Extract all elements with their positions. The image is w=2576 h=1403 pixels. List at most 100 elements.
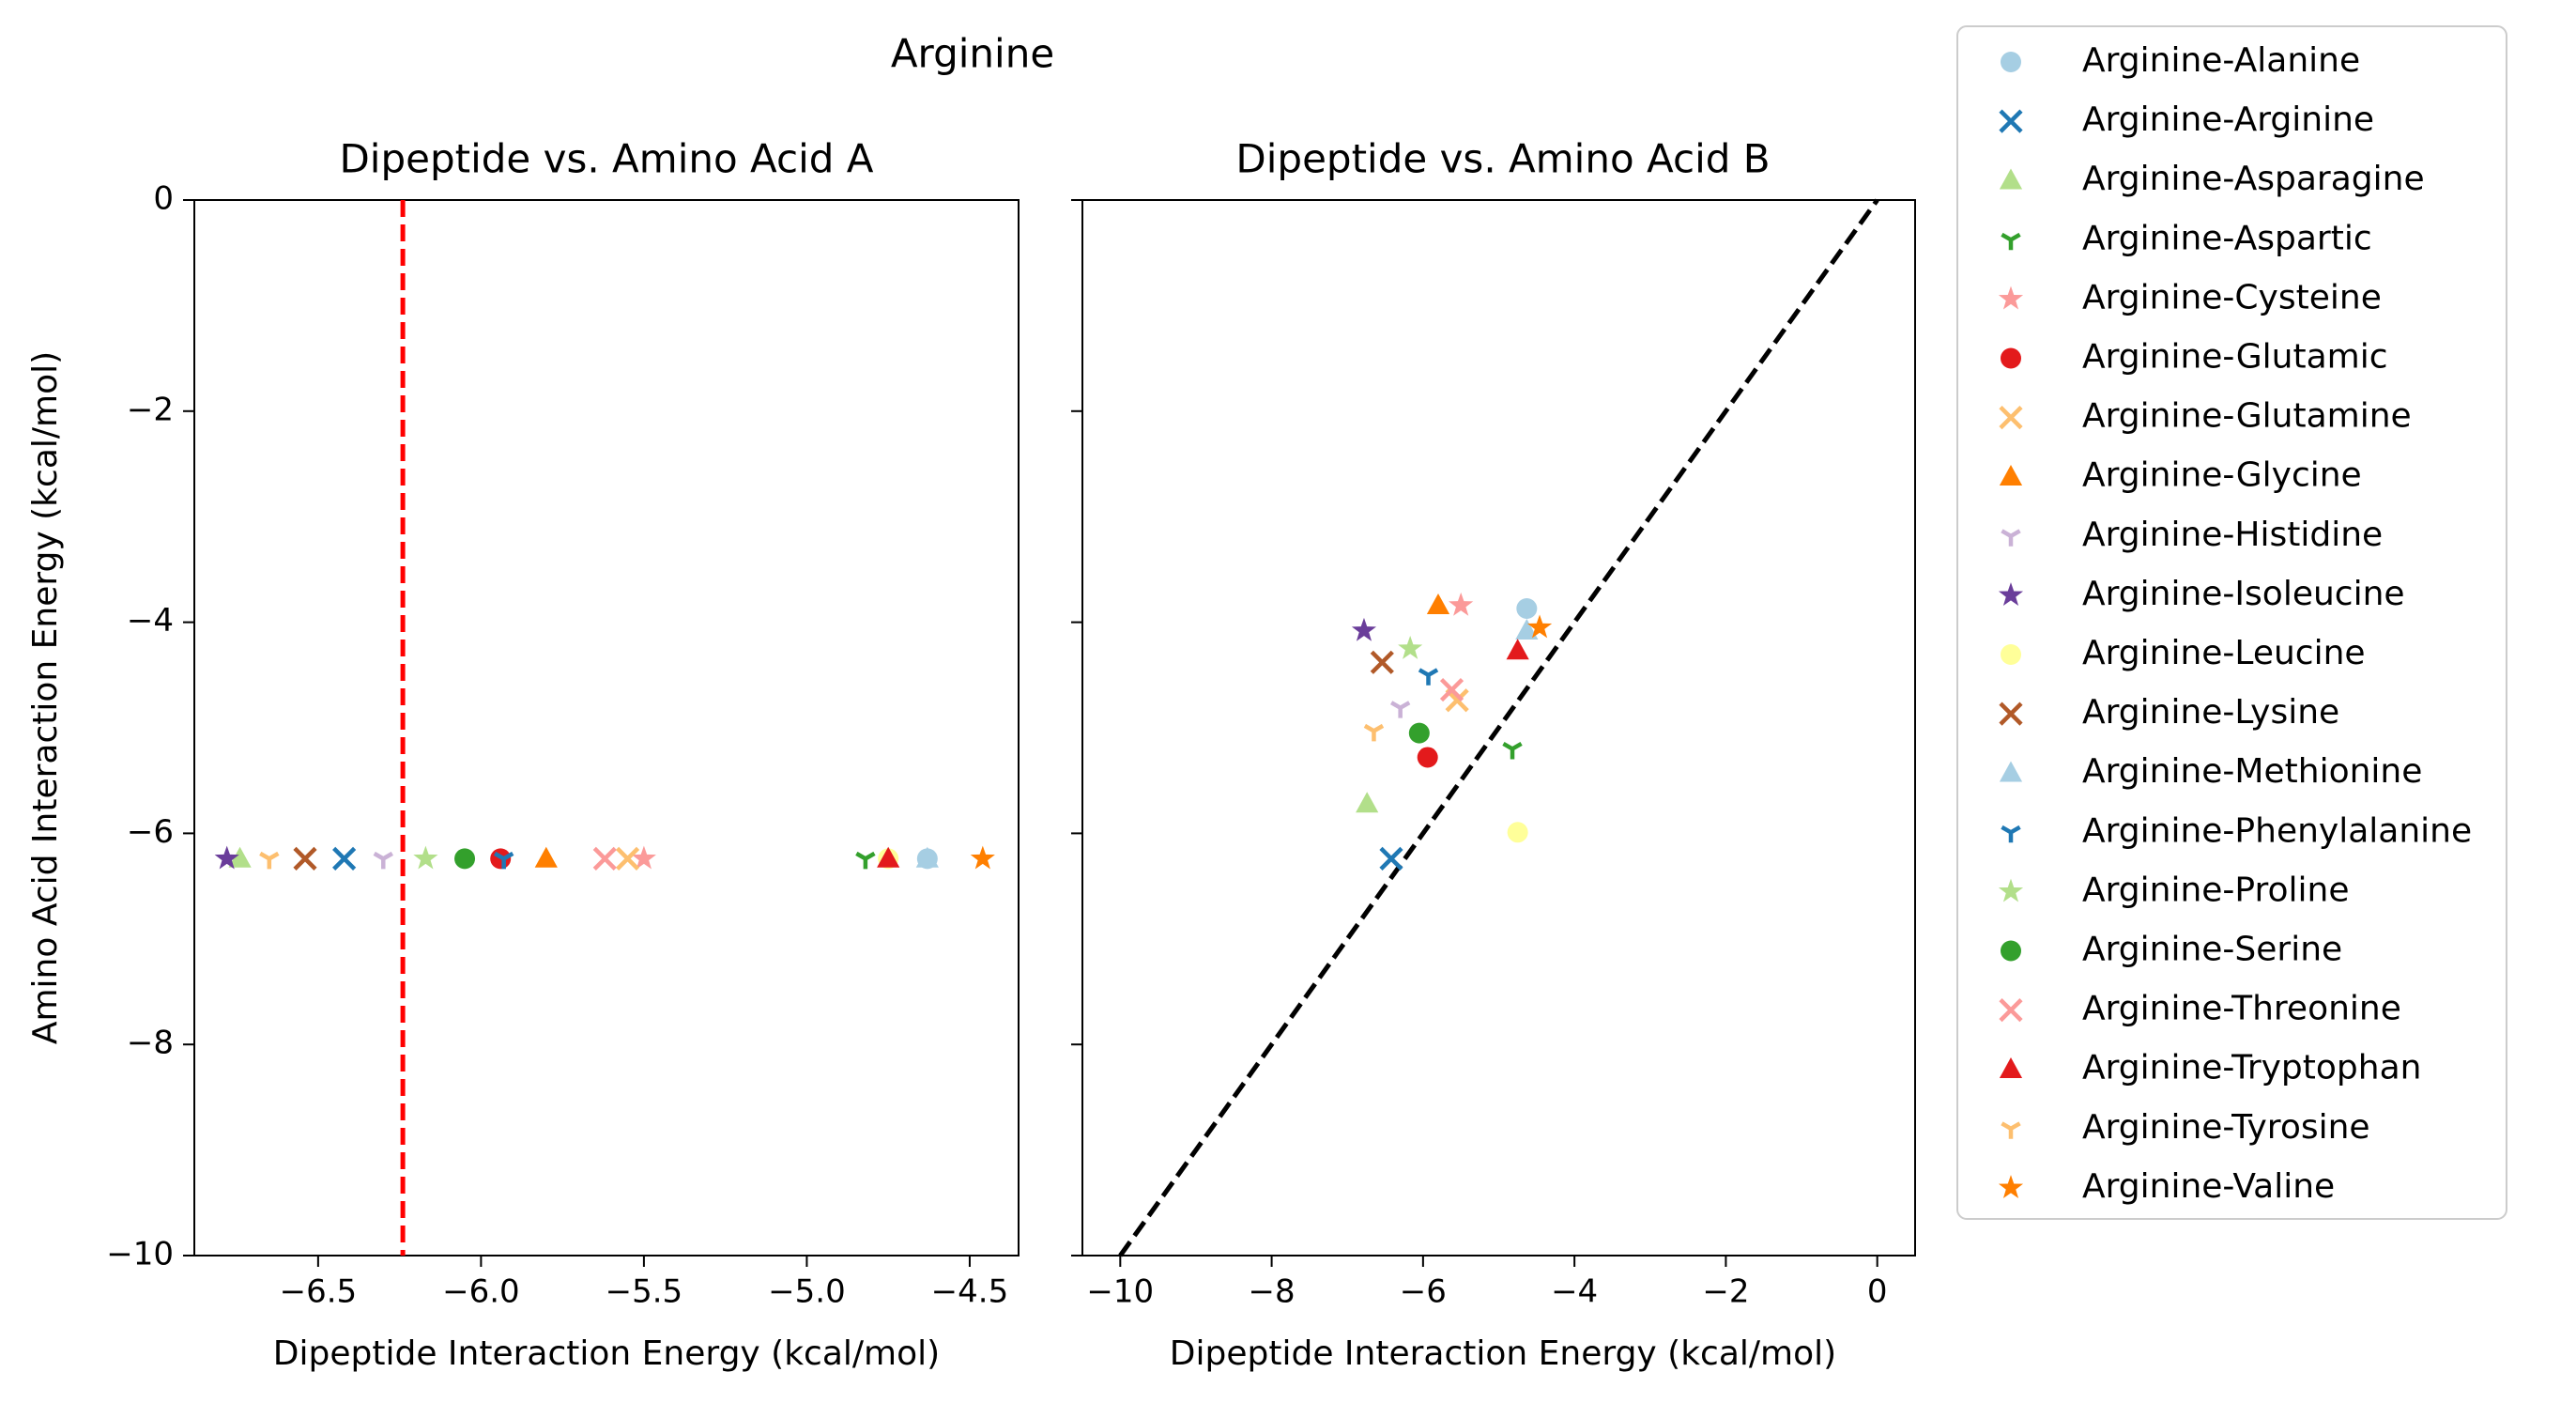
legend-label-arginine-threonine: Arginine-Threonine <box>2082 990 2401 1028</box>
legend-label-arginine-isoleucine: Arginine-Isoleucine <box>2082 575 2405 613</box>
panel-a-title: Dipeptide vs. Amino Acid A <box>339 136 873 182</box>
panel-a-marker-arginine-aspartic <box>855 851 876 870</box>
legend-marker-arginine-glutamine <box>1999 406 2023 430</box>
panel-a-markers <box>214 200 995 1256</box>
panel-b-xtick-label: −10 <box>1086 1273 1154 1311</box>
panel-a-ytick-label: 0 <box>153 180 174 218</box>
legend: Arginine-Alanine Arginine-Arginine Arginin… <box>1956 25 2507 1220</box>
panel-b-marker-arginine-arginine <box>1379 846 1403 871</box>
panel-a-ylabel: Amino Acid Interaction Energy (kcal/mol) <box>26 351 65 1044</box>
legend-label-arginine-valine: Arginine-Valine <box>2082 1167 2335 1206</box>
panel-b-marker-arginine-tyrosine <box>1363 723 1385 742</box>
legend-label-arginine-lysine: Arginine-Lysine <box>2082 693 2339 732</box>
panel-b-reference-line <box>1118 198 1879 1257</box>
legend-marker-arginine-phenylalanine <box>2001 825 2021 843</box>
legend-label-arginine-leucine: Arginine-Leucine <box>2082 634 2366 672</box>
legend-label-arginine-glutamine: Arginine-Glutamine <box>2082 397 2412 436</box>
panel-a-frame <box>193 199 1020 1257</box>
panel-a-marker-arginine-lysine <box>293 846 317 871</box>
legend-label-arginine-serine: Arginine-Serine <box>2082 931 2342 969</box>
panel-b-marker-arginine-glutamic <box>1417 747 1438 768</box>
legend-label-arginine-methionine: Arginine-Methionine <box>2082 752 2422 791</box>
legend-marker-arginine-glycine <box>1999 465 2023 486</box>
legend-marker-arginine-lysine <box>1999 702 2023 726</box>
legend-marker-arginine-arginine <box>1999 109 2023 133</box>
panel-a-marker-arginine-phenylalanine <box>493 851 514 870</box>
panel-b-marker-arginine-valine <box>1526 614 1553 639</box>
legend-frame <box>1956 25 2507 1220</box>
panel-b-marker-arginine-glycine <box>1426 593 1450 614</box>
legend-marker-arginine-isoleucine <box>1998 582 2024 607</box>
panel-a-marker-arginine-histidine <box>373 851 393 870</box>
legend-label-arginine-glutamic: Arginine-Glutamic <box>2082 338 2388 377</box>
legend-marker-arginine-tryptophan <box>1999 1057 2023 1079</box>
legend-label-arginine-phenylalanine: Arginine-Phenylalanine <box>2082 811 2472 850</box>
panel-a-ytick-label: −4 <box>127 602 174 640</box>
legend-marker-arginine-glutamic <box>2001 347 2021 369</box>
panel-b-marker-arginine-histidine <box>1389 701 1411 718</box>
panel-a-xtick-label: −5.0 <box>768 1273 846 1311</box>
panel-a-marker-arginine-valine <box>970 845 995 870</box>
panel-b-xtick-label: −4 <box>1551 1273 1598 1311</box>
legend-label-arginine-cysteine: Arginine-Cysteine <box>2082 278 2382 316</box>
panel-a-xlabel: Dipeptide Interaction Energy (kcal/mol) <box>273 1334 940 1373</box>
legend-marker-arginine-asparagine <box>1999 168 2023 190</box>
panel-a-marker-arginine-tryptophan <box>877 846 900 868</box>
panel-a-marker-arginine-glutamine <box>615 846 640 871</box>
panel-a-marker-arginine-serine <box>454 848 476 870</box>
panel-b-marker-arginine-methionine <box>1515 618 1539 640</box>
panel-b-xtick-label: −8 <box>1249 1273 1296 1311</box>
legend-marker-arginine-methionine <box>1999 761 2023 782</box>
legend-marker-arginine-cysteine <box>1998 285 2024 310</box>
legend-label-arginine-tryptophan: Arginine-Tryptophan <box>2082 1049 2421 1087</box>
panel-b-marker-arginine-asparagine <box>1356 792 1379 813</box>
panel-a-marker-arginine-glycine <box>534 846 558 868</box>
panel-b-frame <box>1081 199 1916 1257</box>
panel-b-marker-arginine-aspartic <box>1502 742 1523 760</box>
panel-b-marker-arginine-phenylalanine <box>1418 668 1439 686</box>
panel-b-marker-arginine-leucine <box>1507 822 1528 843</box>
legend-label-arginine-arginine: Arginine-Arginine <box>2082 100 2374 139</box>
panel-a-marker-arginine-isoleucine <box>214 845 239 870</box>
legend-marker-arginine-threonine <box>1999 998 2023 1023</box>
panel-a-xtick-label: −4.5 <box>931 1273 1009 1311</box>
panel-b-marker-arginine-lysine <box>1370 650 1394 674</box>
legend-marker-arginine-histidine <box>2001 529 2021 547</box>
panel-a-ytick-label: −10 <box>106 1236 174 1273</box>
panel-amino-acid-b: Dipeptide vs. Amino Acid B −10 −8 −6 −4 −2 0 … <box>1071 136 1916 1373</box>
panel-b-marker-arginine-proline <box>1398 635 1423 659</box>
legend-marker-arginine-aspartic <box>2001 232 2021 251</box>
panel-amino-acid-a: Dipeptide vs. Amino Acid A −6.5 −6.0 −5.5−… <box>26 136 1020 1373</box>
panel-b-marker-arginine-tryptophan <box>1506 639 1529 660</box>
panel-b-title: Dipeptide vs. Amino Acid B <box>1235 136 1770 182</box>
panel-b-markers <box>1118 198 1879 1257</box>
legend-label-arginine-alanine: Arginine-Alanine <box>2082 41 2360 80</box>
panel-b-marker-arginine-threonine <box>1439 677 1464 702</box>
panel-a-ytick-label: −6 <box>127 813 174 851</box>
panel-a-marker-arginine-threonine <box>592 846 617 871</box>
panel-a-marker-arginine-arginine <box>332 846 357 871</box>
panel-a-xtick-label: −6.0 <box>442 1273 520 1311</box>
panel-b-axes: −10 −8 −6 −4 −2 0 <box>1071 199 1916 1311</box>
panel-a-marker-arginine-cysteine <box>631 845 656 870</box>
legend-marker-arginine-leucine <box>2001 644 2021 665</box>
panel-a-ytick-label: −8 <box>127 1025 174 1062</box>
panel-a-marker-arginine-asparagine <box>228 846 252 868</box>
panel-b-marker-arginine-cysteine <box>1449 592 1474 616</box>
legend-marker-arginine-proline <box>1998 878 2024 902</box>
legend-label-arginine-asparagine: Arginine-Asparagine <box>2082 160 2425 198</box>
panel-a-marker-arginine-tyrosine <box>259 851 280 870</box>
panel-a-axes: −6.5 −6.0 −5.5 −5.0 −4.5 0 −2 −4 −6 −8 −10 <box>106 180 1020 1311</box>
panel-a-marker-arginine-proline <box>413 845 438 870</box>
panel-b-xtick-label: −6 <box>1400 1273 1447 1311</box>
legend-label-arginine-proline: Arginine-Proline <box>2082 871 2350 909</box>
panel-b-xtick-label: −2 <box>1702 1273 1749 1311</box>
legend-marker-arginine-tyrosine <box>2001 1121 2021 1139</box>
panel-b-xlabel: Dipeptide Interaction Energy (kcal/mol) <box>1170 1334 1836 1373</box>
legend-marker-arginine-valine <box>1998 1175 2024 1199</box>
panel-a-ytick-label: −2 <box>127 391 174 428</box>
legend-label-arginine-glycine: Arginine-Glycine <box>2082 456 2362 495</box>
panel-b-marker-arginine-serine <box>1408 722 1430 744</box>
legend-items: Arginine-Alanine Arginine-Arginine Arginin… <box>1998 41 2472 1206</box>
